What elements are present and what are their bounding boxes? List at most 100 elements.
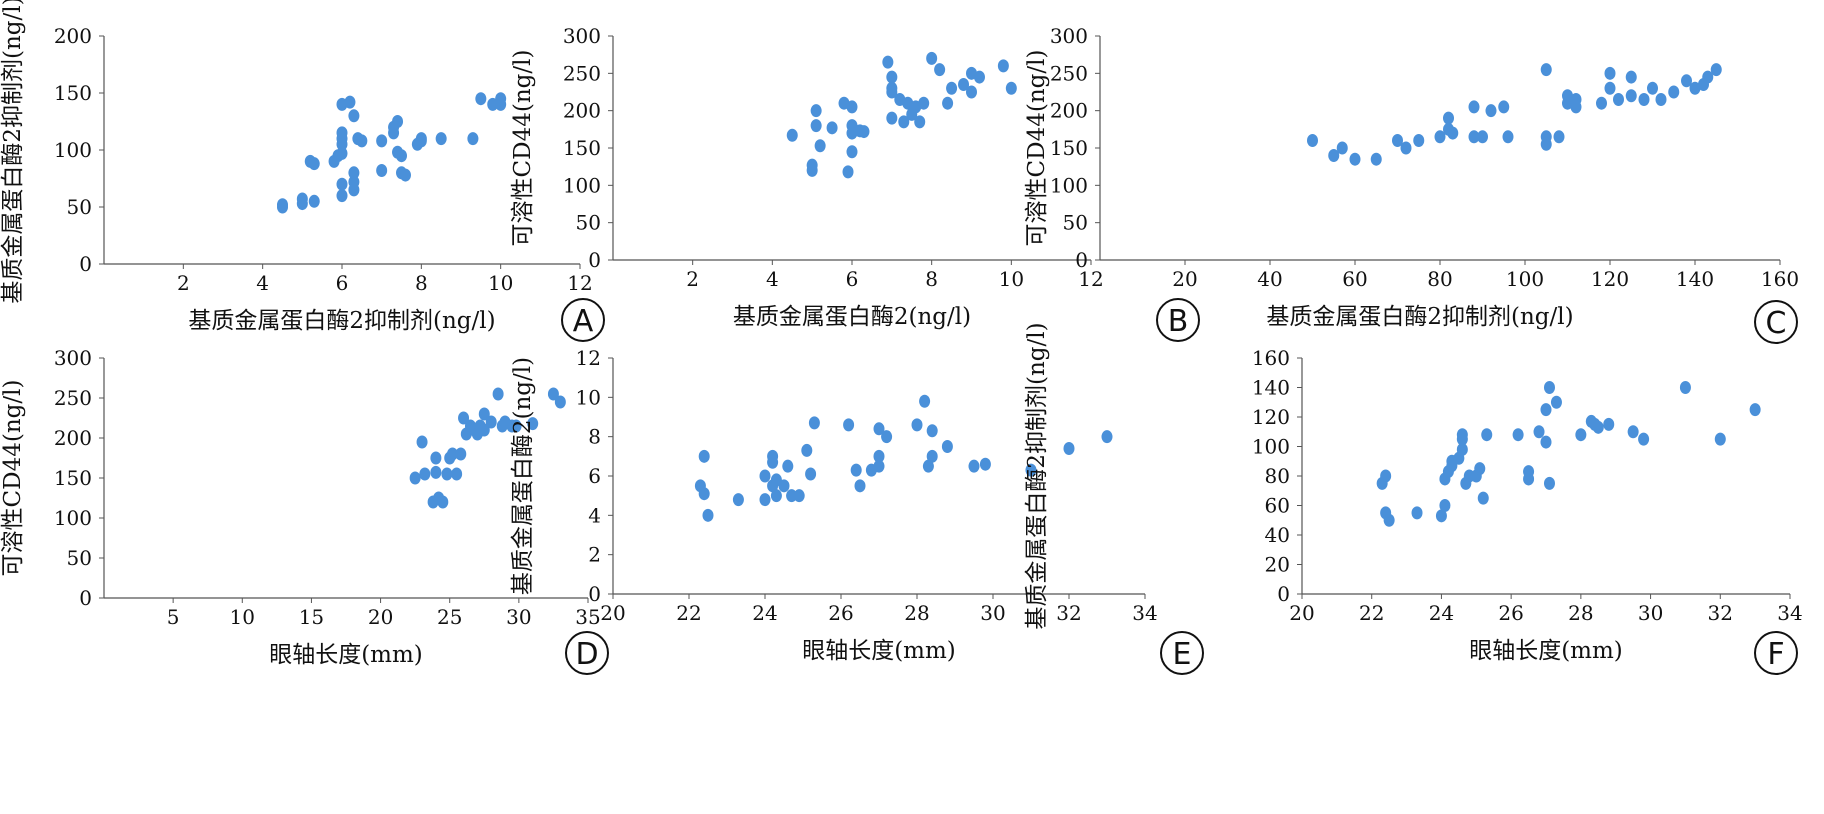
data-point (1502, 130, 1514, 144)
data-point (873, 459, 885, 473)
data-point (886, 85, 898, 99)
data-point (1710, 63, 1722, 77)
data-point (1550, 395, 1562, 409)
data-point (873, 449, 885, 463)
data-point (1447, 126, 1459, 140)
data-point (446, 447, 458, 461)
y-tick-label: 60 (1265, 494, 1290, 518)
data-point (846, 100, 858, 114)
data-point (1063, 441, 1075, 455)
y-tick-label: 20 (1265, 553, 1290, 577)
data-point (1336, 141, 1348, 155)
data-point (356, 134, 368, 148)
panel-badge-label: C (1766, 306, 1787, 341)
data-point (873, 422, 885, 436)
y-tick-label: 50 (67, 546, 92, 570)
y-tick-label: 300 (563, 24, 601, 48)
data-point (348, 109, 360, 123)
data-point (467, 132, 479, 146)
data-point (1439, 499, 1451, 512)
data-point (881, 430, 893, 444)
data-point (732, 493, 744, 507)
y-axis-title: 基质金属蛋白酶2抑制剂(ng/l) (0, 0, 26, 304)
data-point (308, 157, 320, 171)
x-tick-label: 24 (1429, 601, 1454, 625)
data-point (554, 395, 566, 409)
data-point (1689, 81, 1701, 95)
x-tick-label: 26 (1498, 601, 1523, 625)
data-point (1400, 141, 1412, 155)
y-tick-label: 100 (1252, 435, 1290, 459)
data-point (918, 96, 930, 110)
data-point (941, 440, 953, 453)
y-axis-title: 基质金属蛋白酶2(ng/l) (510, 357, 536, 595)
data-point (1540, 63, 1552, 77)
x-tick-label: 24 (752, 601, 777, 625)
y-tick-label: 6 (588, 464, 601, 488)
data-point (1625, 89, 1637, 103)
data-point (1570, 92, 1582, 106)
x-tick-label: 20 (1172, 267, 1197, 291)
data-point (336, 126, 348, 140)
data-point (1540, 137, 1552, 151)
data-point (805, 467, 817, 481)
data-point (810, 104, 822, 118)
x-tick-label: 30 (1638, 601, 1663, 625)
y-tick-label: 0 (79, 586, 92, 610)
y-tick-label: 250 (563, 61, 601, 85)
y-tick-label: 0 (1075, 248, 1088, 272)
y-axis-title: 可溶性CD44(ng/l) (0, 380, 26, 577)
data-point (277, 198, 288, 212)
panel-badge-label: B (1168, 304, 1189, 339)
y-tick-label: 50 (576, 211, 601, 235)
x-tick-label: 12 (567, 271, 592, 295)
x-tick-label: 34 (1132, 601, 1157, 625)
data-point (1370, 152, 1382, 166)
x-tick-label: 30 (506, 605, 531, 629)
data-point (1714, 432, 1726, 446)
y-tick-label: 100 (54, 138, 92, 162)
data-point (826, 121, 838, 135)
x-tick-label: 32 (1708, 601, 1733, 625)
data-point (846, 145, 858, 159)
data-point (1485, 104, 1497, 118)
x-axis-title: 基质金属蛋白酶2(ng/l) (733, 304, 971, 330)
data-point (437, 495, 449, 509)
data-point (1468, 130, 1480, 144)
x-tick-label: 4 (766, 267, 779, 291)
panel-badge (1754, 631, 1798, 675)
y-tick-label: 4 (588, 503, 601, 527)
data-point (850, 463, 862, 477)
y-tick-label: 100 (54, 506, 92, 530)
data-point (396, 149, 407, 163)
data-point (1533, 425, 1545, 439)
data-point (527, 417, 539, 431)
x-tick-label: 20 (600, 601, 625, 625)
data-point (767, 455, 779, 469)
data-point (1468, 100, 1480, 114)
x-tick-label: 35 (575, 605, 600, 629)
y-tick-label: 12 (576, 346, 601, 370)
data-point (914, 115, 926, 129)
chart-panel-a: 0 50 100 150 200 2 4 6 8 10 12 基质金属蛋白酶2抑制剂(ng/l) 基质金… (0, 0, 605, 342)
y-tick-label: 150 (563, 136, 601, 160)
x-tick-label: 100 (1506, 267, 1544, 291)
data-point (1523, 465, 1535, 479)
data-point (1413, 134, 1425, 148)
data-point (1434, 130, 1446, 144)
data-point (759, 469, 771, 483)
data-point (926, 449, 938, 463)
data-point (336, 177, 348, 191)
x-tick-label: 34 (1777, 601, 1802, 625)
data-point (1553, 130, 1565, 144)
data-point (858, 125, 870, 139)
x-tick-label: 10 (999, 267, 1024, 291)
data-point (842, 165, 854, 179)
data-point (1596, 96, 1607, 110)
data-point (698, 487, 710, 501)
data-point (409, 471, 421, 485)
x-tick-label: 12 (1078, 267, 1103, 291)
